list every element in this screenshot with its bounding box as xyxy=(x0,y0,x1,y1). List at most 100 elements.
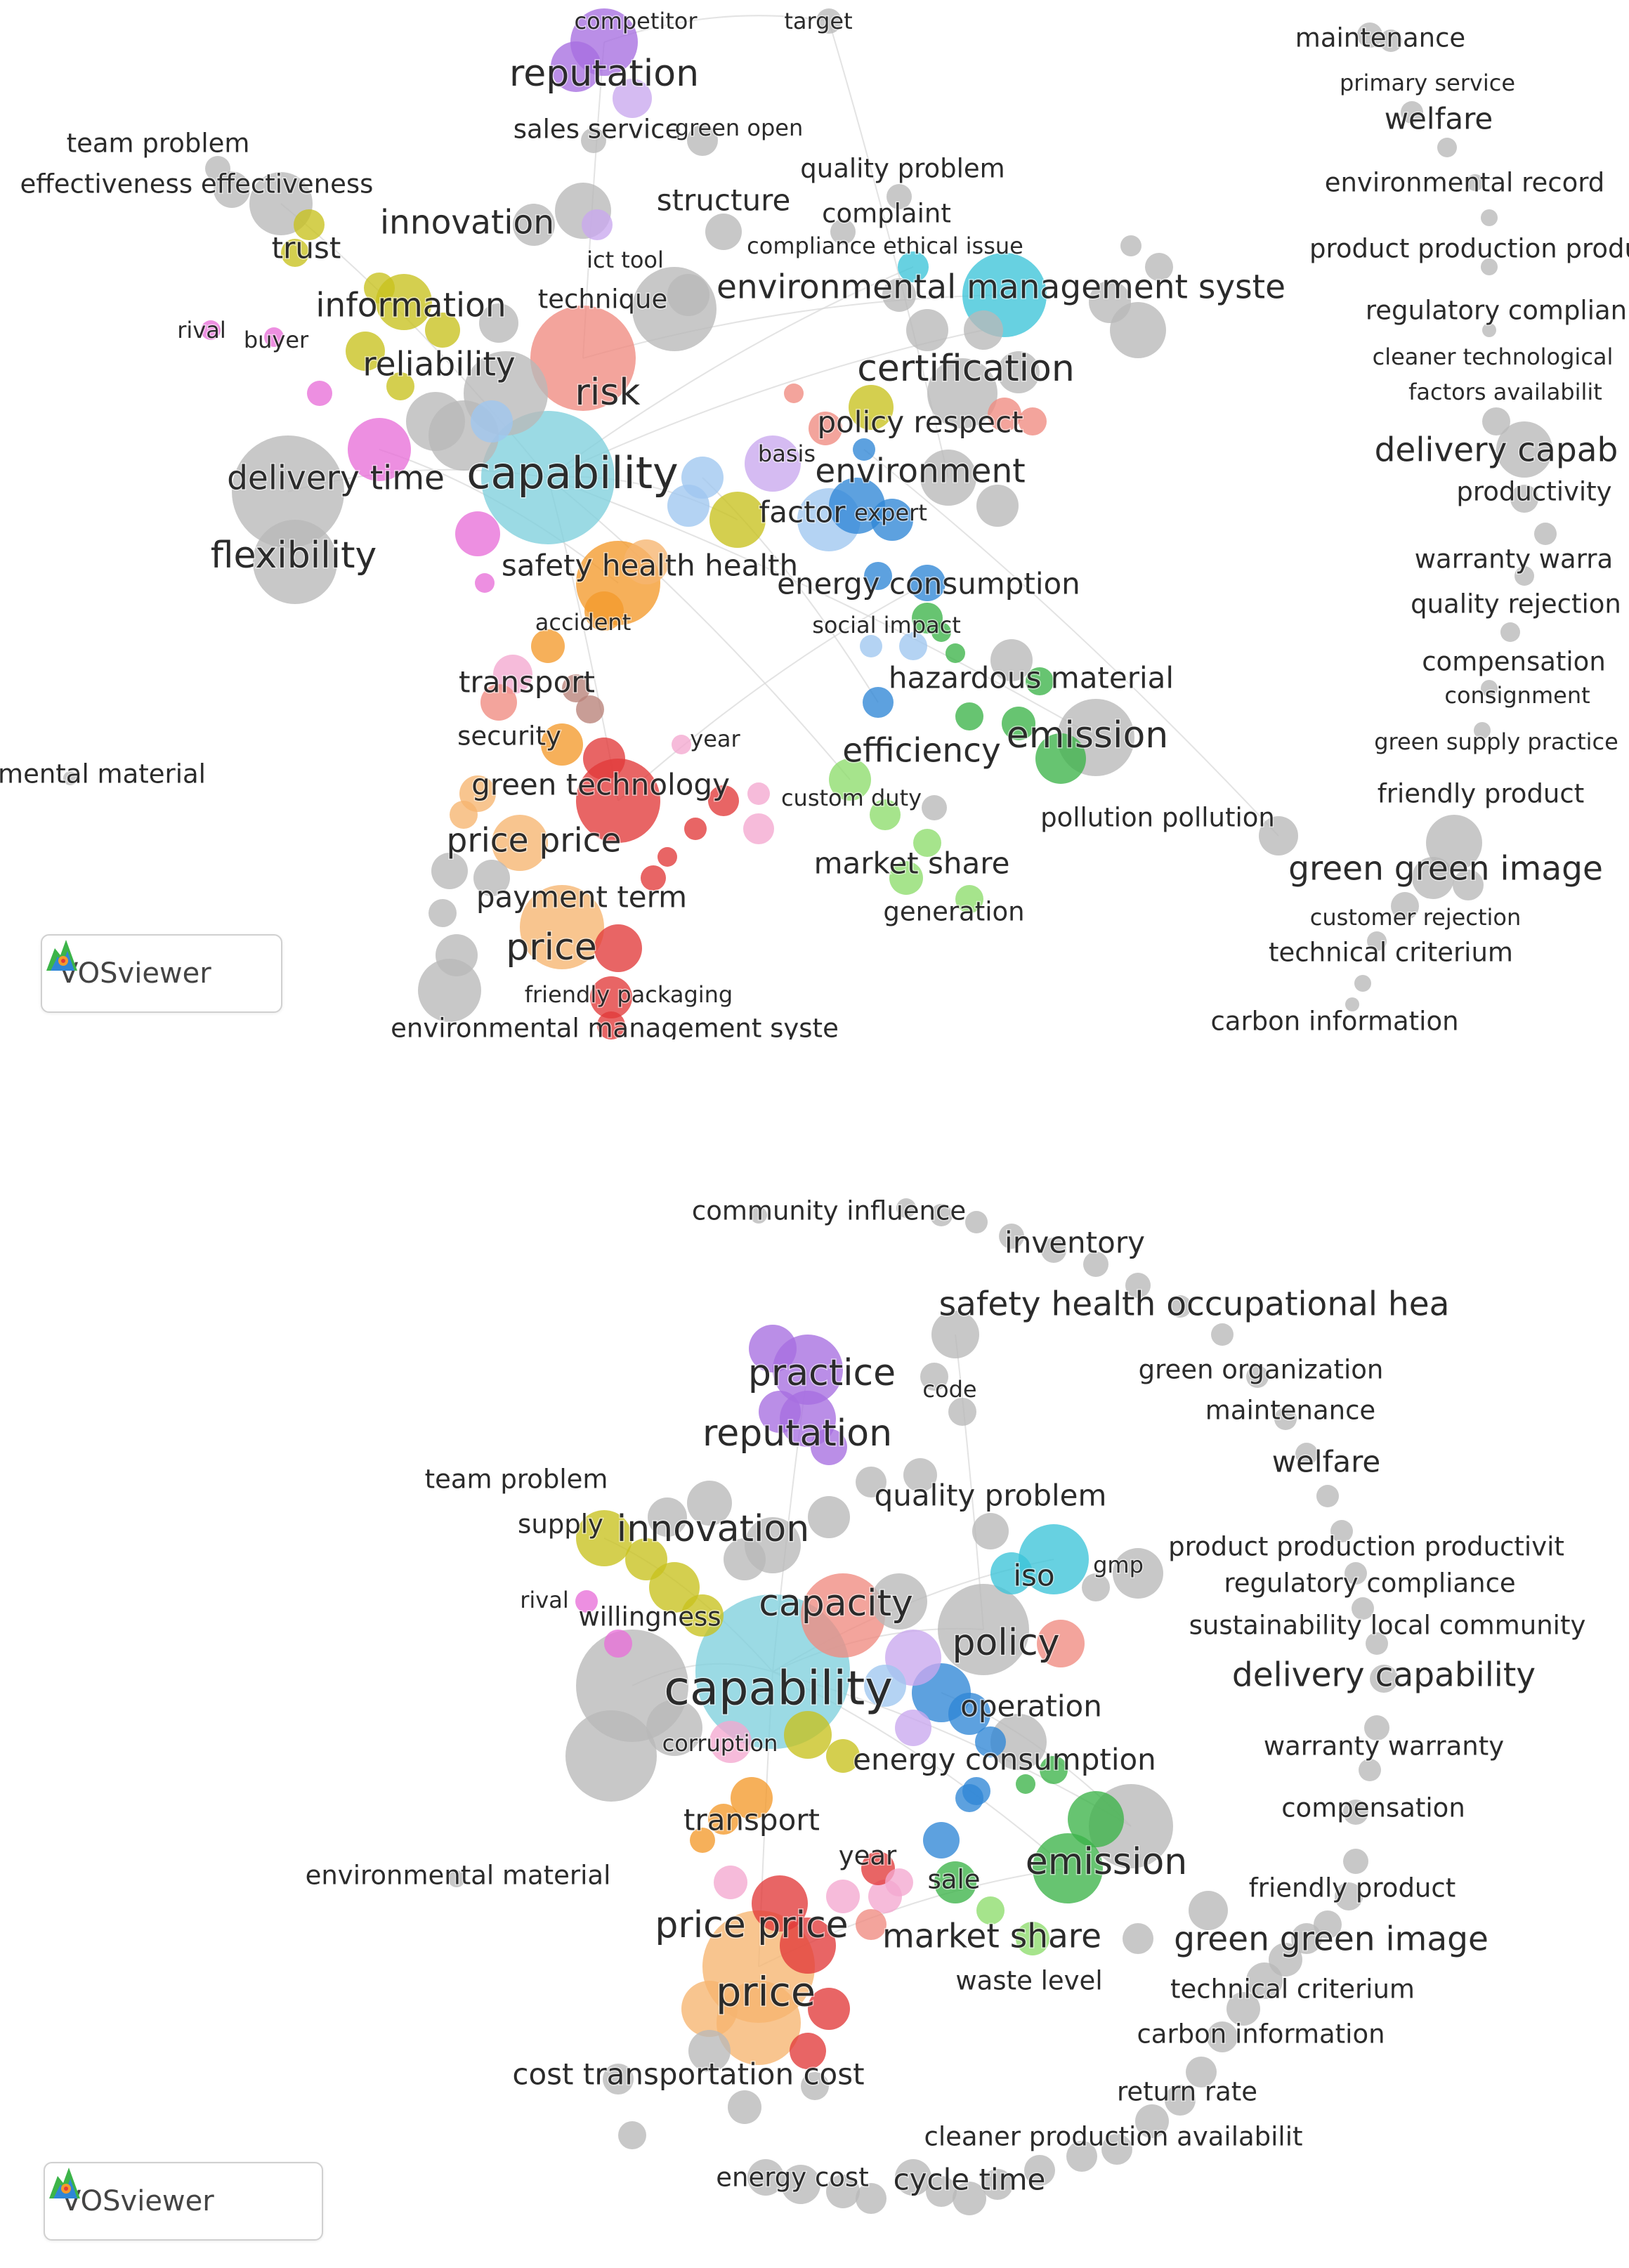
term-node[interactable] xyxy=(801,1573,885,1658)
term-label[interactable]: efficiency xyxy=(842,730,1002,771)
term-node[interactable] xyxy=(871,499,913,541)
term-label[interactable]: environment xyxy=(814,451,1026,492)
term-node[interactable] xyxy=(530,306,636,411)
term-node[interactable] xyxy=(759,1391,801,1433)
term-node[interactable] xyxy=(1123,1923,1153,1954)
term-node[interactable] xyxy=(856,2183,887,2214)
term-node[interactable] xyxy=(895,2159,931,2196)
term-label[interactable]: delivery capab xyxy=(1373,430,1619,471)
term-node[interactable] xyxy=(1482,407,1510,435)
term-label[interactable]: safety health occupational hea xyxy=(938,1284,1451,1325)
term-node[interactable] xyxy=(750,1207,767,1224)
term-node[interactable] xyxy=(955,1784,983,1812)
term-node[interactable] xyxy=(903,1458,937,1492)
term-node[interactable] xyxy=(597,1011,625,1040)
map-panel-top[interactable]: competitor target reputation sales service g… xyxy=(0,0,1629,1040)
term-node[interactable] xyxy=(1352,1597,1374,1620)
term-label[interactable]: carbon information xyxy=(1210,1005,1460,1037)
term-node[interactable] xyxy=(1083,1252,1108,1277)
term-node[interactable] xyxy=(232,435,344,548)
term-label[interactable]: factors availabilit xyxy=(1408,378,1604,407)
term-node[interactable] xyxy=(955,702,983,730)
term-node[interactable] xyxy=(513,204,555,246)
term-node[interactable] xyxy=(455,511,500,556)
term-label[interactable]: team problem xyxy=(424,1463,609,1495)
term-label[interactable]: welfare xyxy=(1383,100,1494,137)
term-node[interactable] xyxy=(1186,2057,1217,2087)
term-label[interactable]: innovation xyxy=(379,202,555,243)
term-label[interactable]: green open xyxy=(674,114,804,143)
term-label[interactable]: transport xyxy=(457,664,596,700)
term-label[interactable]: technique xyxy=(537,283,669,315)
term-node[interactable] xyxy=(708,785,739,816)
term-label[interactable]: emission xyxy=(1005,714,1170,758)
term-label[interactable]: year xyxy=(689,725,742,754)
term-node[interactable] xyxy=(492,815,548,871)
term-label[interactable]: product production productivit xyxy=(1167,1530,1566,1563)
term-node[interactable] xyxy=(909,565,946,601)
term-node[interactable] xyxy=(480,684,517,721)
term-node[interactable] xyxy=(520,885,604,969)
term-node[interactable] xyxy=(471,400,513,443)
term-node[interactable] xyxy=(972,1513,1009,1549)
term-node[interactable] xyxy=(781,2165,820,2204)
term-node[interactable] xyxy=(882,278,916,312)
term-node[interactable] xyxy=(541,723,583,766)
term-node[interactable] xyxy=(1314,1910,1342,1939)
term-node[interactable] xyxy=(425,313,460,348)
term-node[interactable] xyxy=(1295,1443,1318,1465)
network-map-bottom[interactable]: community influence inventory safety healt… xyxy=(0,1124,1629,2268)
term-node[interactable] xyxy=(576,759,660,843)
term-node[interactable] xyxy=(1510,485,1538,513)
term-node[interactable] xyxy=(1366,1632,1388,1655)
term-node[interactable] xyxy=(749,1325,797,1372)
term-node[interactable] xyxy=(926,2176,957,2207)
term-node[interactable] xyxy=(895,1710,931,1746)
term-label[interactable]: ict tool xyxy=(586,246,665,275)
term-node[interactable] xyxy=(953,2182,986,2215)
term-node[interactable] xyxy=(1169,1295,1191,1318)
term-label[interactable]: compensation xyxy=(1281,1792,1467,1824)
term-node[interactable] xyxy=(364,273,395,303)
term-node[interactable] xyxy=(687,125,718,156)
term-node[interactable] xyxy=(930,1204,953,1226)
term-label[interactable]: energy consumption xyxy=(852,1741,1158,1778)
term-label[interactable]: information xyxy=(315,285,507,326)
term-node[interactable] xyxy=(705,214,742,250)
term-node[interactable] xyxy=(1367,931,1387,951)
term-node[interactable] xyxy=(913,829,941,857)
term-node[interactable] xyxy=(927,358,997,428)
term-node[interactable] xyxy=(264,327,284,347)
term-node[interactable] xyxy=(688,2030,731,2072)
term-node[interactable] xyxy=(1040,1756,1068,1784)
term-node[interactable] xyxy=(708,1804,739,1835)
term-node[interactable] xyxy=(809,412,842,445)
term-node[interactable] xyxy=(681,1981,738,2037)
term-node[interactable] xyxy=(955,885,983,913)
term-node[interactable] xyxy=(784,384,804,403)
term-label[interactable]: team problem xyxy=(65,127,251,159)
term-node[interactable] xyxy=(860,635,882,657)
term-label[interactable]: price xyxy=(715,1968,817,2017)
term-node[interactable] xyxy=(1496,421,1552,478)
term-label[interactable]: willingness xyxy=(577,1601,722,1633)
term-label[interactable]: delivery time xyxy=(226,458,446,499)
term-node[interactable] xyxy=(864,1665,906,1707)
term-node[interactable] xyxy=(1482,323,1496,337)
term-label[interactable]: regulatory complian xyxy=(1364,294,1628,327)
term-node[interactable] xyxy=(922,795,947,820)
term-node[interactable] xyxy=(1380,30,1402,52)
term-node[interactable] xyxy=(829,759,871,801)
term-label[interactable]: carbon information xyxy=(1136,2018,1386,2050)
term-label[interactable]: innovation xyxy=(615,1507,810,1552)
term-node[interactable] xyxy=(649,1562,700,1613)
term-label[interactable]: green green image xyxy=(1288,848,1604,889)
term-node[interactable] xyxy=(714,1866,747,1899)
term-node[interactable] xyxy=(205,156,230,181)
term-node[interactable] xyxy=(1401,101,1423,124)
term-node[interactable] xyxy=(1016,1774,1035,1794)
term-label[interactable]: friendly packaging xyxy=(523,981,733,1009)
term-node[interactable] xyxy=(745,435,801,492)
term-node[interactable] xyxy=(1246,1962,1283,1999)
